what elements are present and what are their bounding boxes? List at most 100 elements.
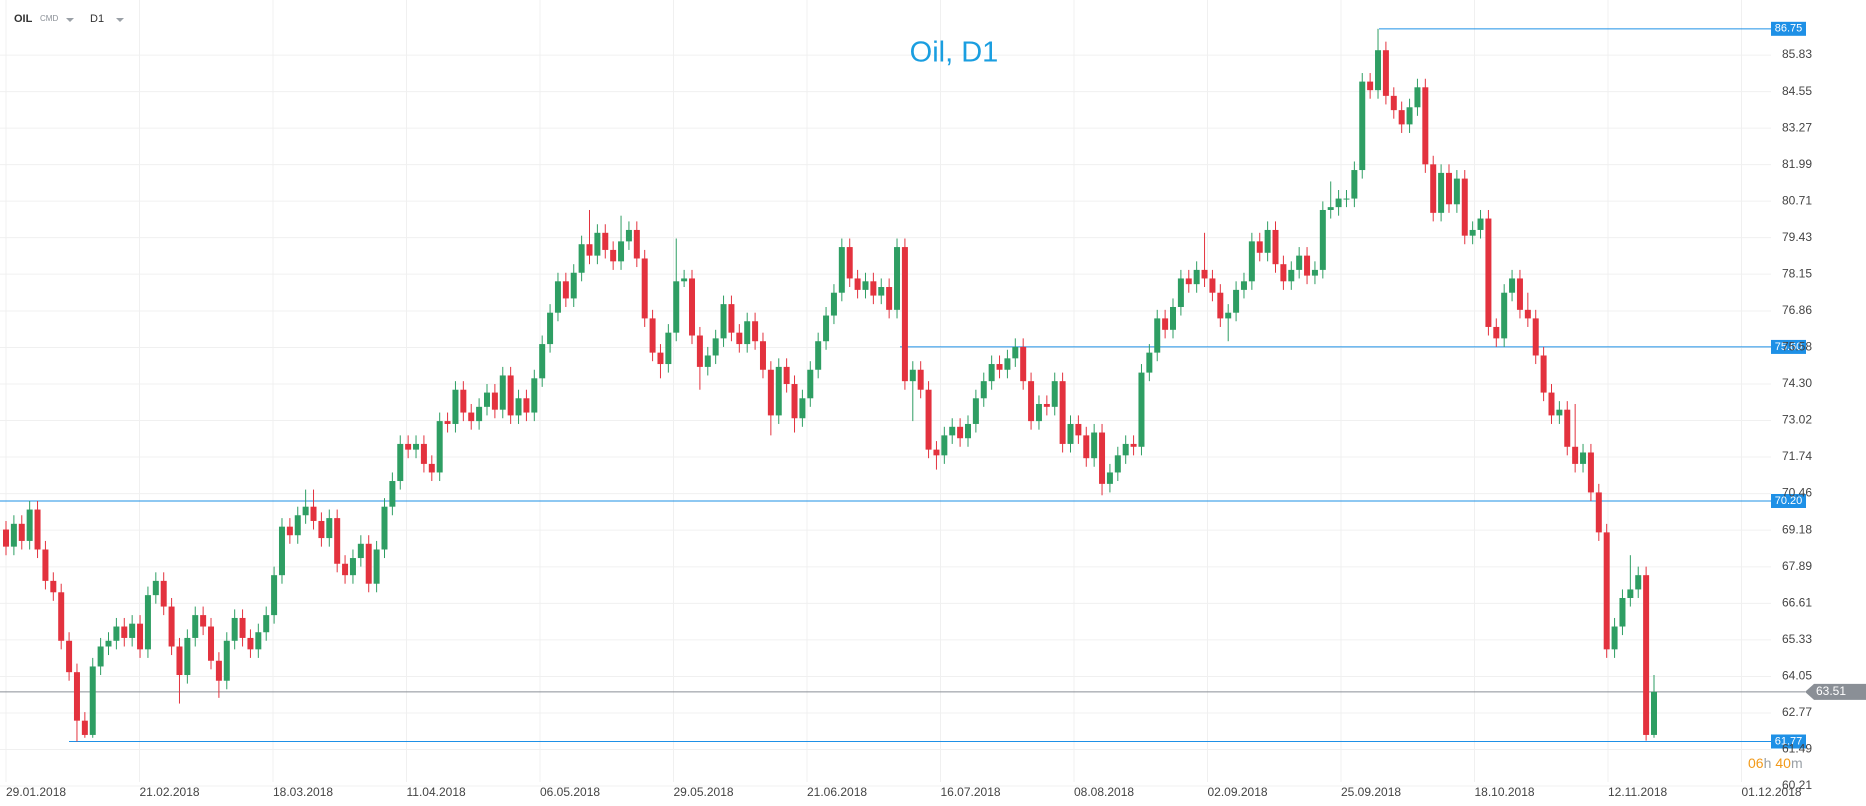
candle-body <box>1438 172 1445 213</box>
candle-body <box>1406 107 1413 125</box>
candle-body <box>547 312 554 345</box>
candle-body <box>113 626 120 641</box>
current-price-tag <box>1805 683 1866 700</box>
candle-body <box>1532 318 1539 356</box>
candle-body <box>1146 352 1153 373</box>
candle-body <box>1248 241 1255 282</box>
candle-body <box>342 563 349 576</box>
level-tag <box>1771 493 1806 508</box>
x-tick-label: 12.11.2018 <box>1608 785 1667 799</box>
candle-body <box>681 278 688 282</box>
candle-body <box>1075 423 1082 436</box>
candle-body <box>105 640 112 647</box>
candle-body <box>1611 626 1618 650</box>
candle-body <box>318 520 325 539</box>
candle-body <box>1516 278 1523 310</box>
candle-body <box>736 332 743 345</box>
candle-body <box>18 523 25 541</box>
candle-body <box>1272 229 1279 265</box>
x-tick-label: 18.10.2018 <box>1475 785 1535 799</box>
candle-body <box>381 506 388 550</box>
candle-body <box>413 443 420 450</box>
candle-body <box>468 412 475 422</box>
candle-body <box>823 315 830 342</box>
dropdown-arrow[interactable] <box>66 18 74 22</box>
candle-body <box>791 384 798 419</box>
timer-part: h <box>1764 755 1772 771</box>
x-tick-label: 29.01.2018 <box>6 785 66 799</box>
candle-body <box>302 506 309 516</box>
candle-body <box>168 606 175 647</box>
candle-body <box>744 321 751 345</box>
candle-body <box>34 509 41 550</box>
y-tick-label: 65.33 <box>1782 632 1812 646</box>
candle-body <box>507 375 514 416</box>
y-tick-label: 81.99 <box>1782 157 1812 171</box>
candle-body <box>129 623 136 638</box>
y-tick-label: 74.30 <box>1782 376 1812 390</box>
symbol[interactable]: OIL <box>14 13 33 25</box>
y-tick-label: 73.02 <box>1782 413 1812 427</box>
candle-body <box>1390 95 1397 111</box>
candle-body <box>775 366 782 416</box>
candle-body <box>10 523 17 547</box>
candle-body <box>1043 403 1050 407</box>
candle-body <box>964 423 971 439</box>
candle-body <box>949 426 956 436</box>
candle-body <box>491 392 498 410</box>
candle-body <box>294 515 301 536</box>
candle-body <box>1020 346 1027 382</box>
candle-body <box>1603 532 1610 650</box>
candle-body <box>799 398 806 419</box>
candle-body <box>436 421 443 473</box>
interval[interactable]: D1 <box>90 13 104 25</box>
candle-body <box>89 666 96 735</box>
candle-body <box>1335 198 1342 208</box>
candle-body <box>1501 292 1508 339</box>
candle-body <box>144 595 151 650</box>
y-tick-label: 85.83 <box>1782 47 1812 61</box>
candle-body <box>310 506 317 521</box>
instrument-class[interactable]: CMD <box>40 14 58 23</box>
candle-body <box>1083 435 1090 459</box>
y-tick-label: 80.71 <box>1782 193 1812 207</box>
levels: 86.75 75.60 70.20 61.77 63.51 <box>0 21 1866 749</box>
candle-body <box>830 292 837 316</box>
candle-body <box>712 338 719 356</box>
candle-body <box>1556 409 1563 416</box>
candle-body <box>523 398 530 413</box>
y-tick-label: 71.74 <box>1782 449 1812 463</box>
candle-body <box>373 549 380 584</box>
candle-body <box>483 392 490 407</box>
x-tick-label: 18.03.2018 <box>273 785 333 799</box>
x-tick-label: 11.04.2018 <box>407 785 466 799</box>
candle-body <box>239 617 246 638</box>
candle-body <box>1240 281 1247 290</box>
candle-body <box>247 637 254 650</box>
candle-body <box>223 640 230 681</box>
candle-body <box>1367 81 1374 91</box>
x-tick-label: 08.08.2018 <box>1074 785 1134 799</box>
timer-part: m <box>1791 755 1803 771</box>
candle-body <box>1343 198 1350 200</box>
candle-body <box>1162 318 1169 330</box>
candle-body <box>988 364 995 382</box>
candle-body <box>1351 170 1358 199</box>
candle-body <box>941 435 948 456</box>
candle-body <box>1051 381 1058 407</box>
candle-body <box>1398 110 1405 125</box>
candle-body <box>452 389 459 424</box>
candle-body <box>728 304 735 333</box>
candle-body <box>1264 229 1271 253</box>
y-tick-label: 61.49 <box>1782 742 1812 756</box>
candle-body <box>444 421 451 424</box>
candle-body <box>1106 472 1113 484</box>
y-tick-label: 64.05 <box>1782 669 1812 683</box>
candle-body <box>1130 443 1137 447</box>
candle-body <box>531 378 538 413</box>
y-tick-label: 83.27 <box>1782 120 1812 134</box>
grid <box>0 0 1771 787</box>
candle-body <box>1493 326 1500 339</box>
candle-body <box>26 509 33 541</box>
dropdown-arrow[interactable] <box>116 18 124 22</box>
